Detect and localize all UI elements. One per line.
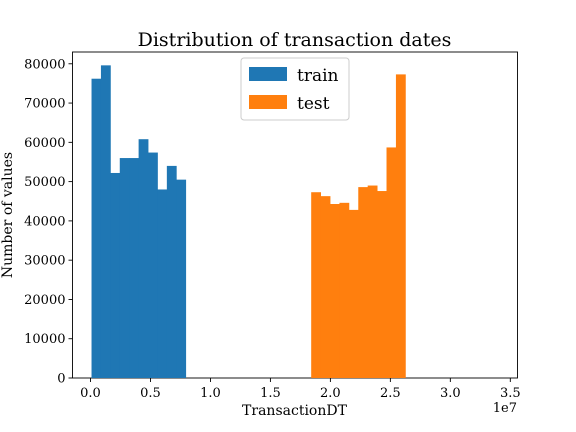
- bar-train-7: [157, 189, 168, 378]
- x-axis-ticks: 0.0 0.5 1.0 1.5 2.0 2.5 3.0 3.5: [80, 378, 521, 401]
- bar-train-8: [166, 165, 177, 378]
- chart-title: Distribution of transaction dates: [138, 29, 452, 51]
- y-tick-label: 60000: [24, 136, 65, 151]
- bar-test-4: [348, 209, 359, 378]
- legend-label-train: train: [297, 66, 339, 86]
- y-axis-ticks: 0 10000 20000 30000 40000 50000 60000 70000 8000…: [24, 57, 73, 387]
- x-tick-label: 0.5: [140, 386, 161, 401]
- bar-test-5: [358, 187, 369, 378]
- x-tick-label: 3.5: [500, 386, 521, 401]
- x-axis-multiplier: 1e7: [493, 401, 517, 416]
- bar-test-7: [377, 191, 387, 378]
- bars-group: [91, 65, 406, 379]
- bar-test-8: [386, 147, 397, 378]
- y-tick-label: 30000: [24, 254, 65, 269]
- bar-train-3: [119, 158, 130, 378]
- bar-train-5: [138, 139, 149, 378]
- bar-test-1: [320, 196, 331, 378]
- bar-train-9: [176, 179, 187, 378]
- bar-test-6: [367, 185, 378, 378]
- legend-label-test: test: [297, 94, 330, 114]
- bar-train-0: [91, 78, 102, 379]
- bar-train-1: [100, 65, 111, 378]
- bar-train-4: [129, 158, 140, 378]
- y-tick-label: 40000: [24, 214, 65, 229]
- y-tick-label: 0: [57, 372, 65, 387]
- x-tick-label: 2.5: [380, 386, 401, 401]
- bar-test-9: [395, 74, 406, 378]
- x-tick-label: 1.5: [260, 386, 281, 401]
- x-axis-label: TransactionDT: [242, 403, 348, 419]
- legend: train test: [240, 57, 350, 121]
- y-tick-label: 20000: [24, 293, 65, 308]
- x-tick-label: 3.0: [440, 386, 461, 401]
- y-tick-label: 50000: [24, 175, 65, 190]
- x-tick-label: 1.0: [200, 386, 221, 401]
- y-tick-label: 70000: [24, 97, 65, 112]
- x-tick-label: 0.0: [80, 386, 101, 401]
- x-tick-label: 2.0: [320, 386, 341, 401]
- bar-test-0: [311, 192, 322, 378]
- legend-swatch-train: [249, 67, 287, 81]
- y-axis-label: Number of values: [0, 152, 16, 278]
- bar-test-2: [330, 204, 340, 378]
- legend-swatch-test: [249, 95, 287, 109]
- bar-test-3: [339, 202, 350, 378]
- bar-train-6: [148, 152, 158, 378]
- y-tick-label: 10000: [24, 332, 65, 347]
- y-tick-label: 80000: [24, 57, 65, 72]
- plot-area-frame: [72, 51, 518, 379]
- bar-train-2: [110, 172, 121, 378]
